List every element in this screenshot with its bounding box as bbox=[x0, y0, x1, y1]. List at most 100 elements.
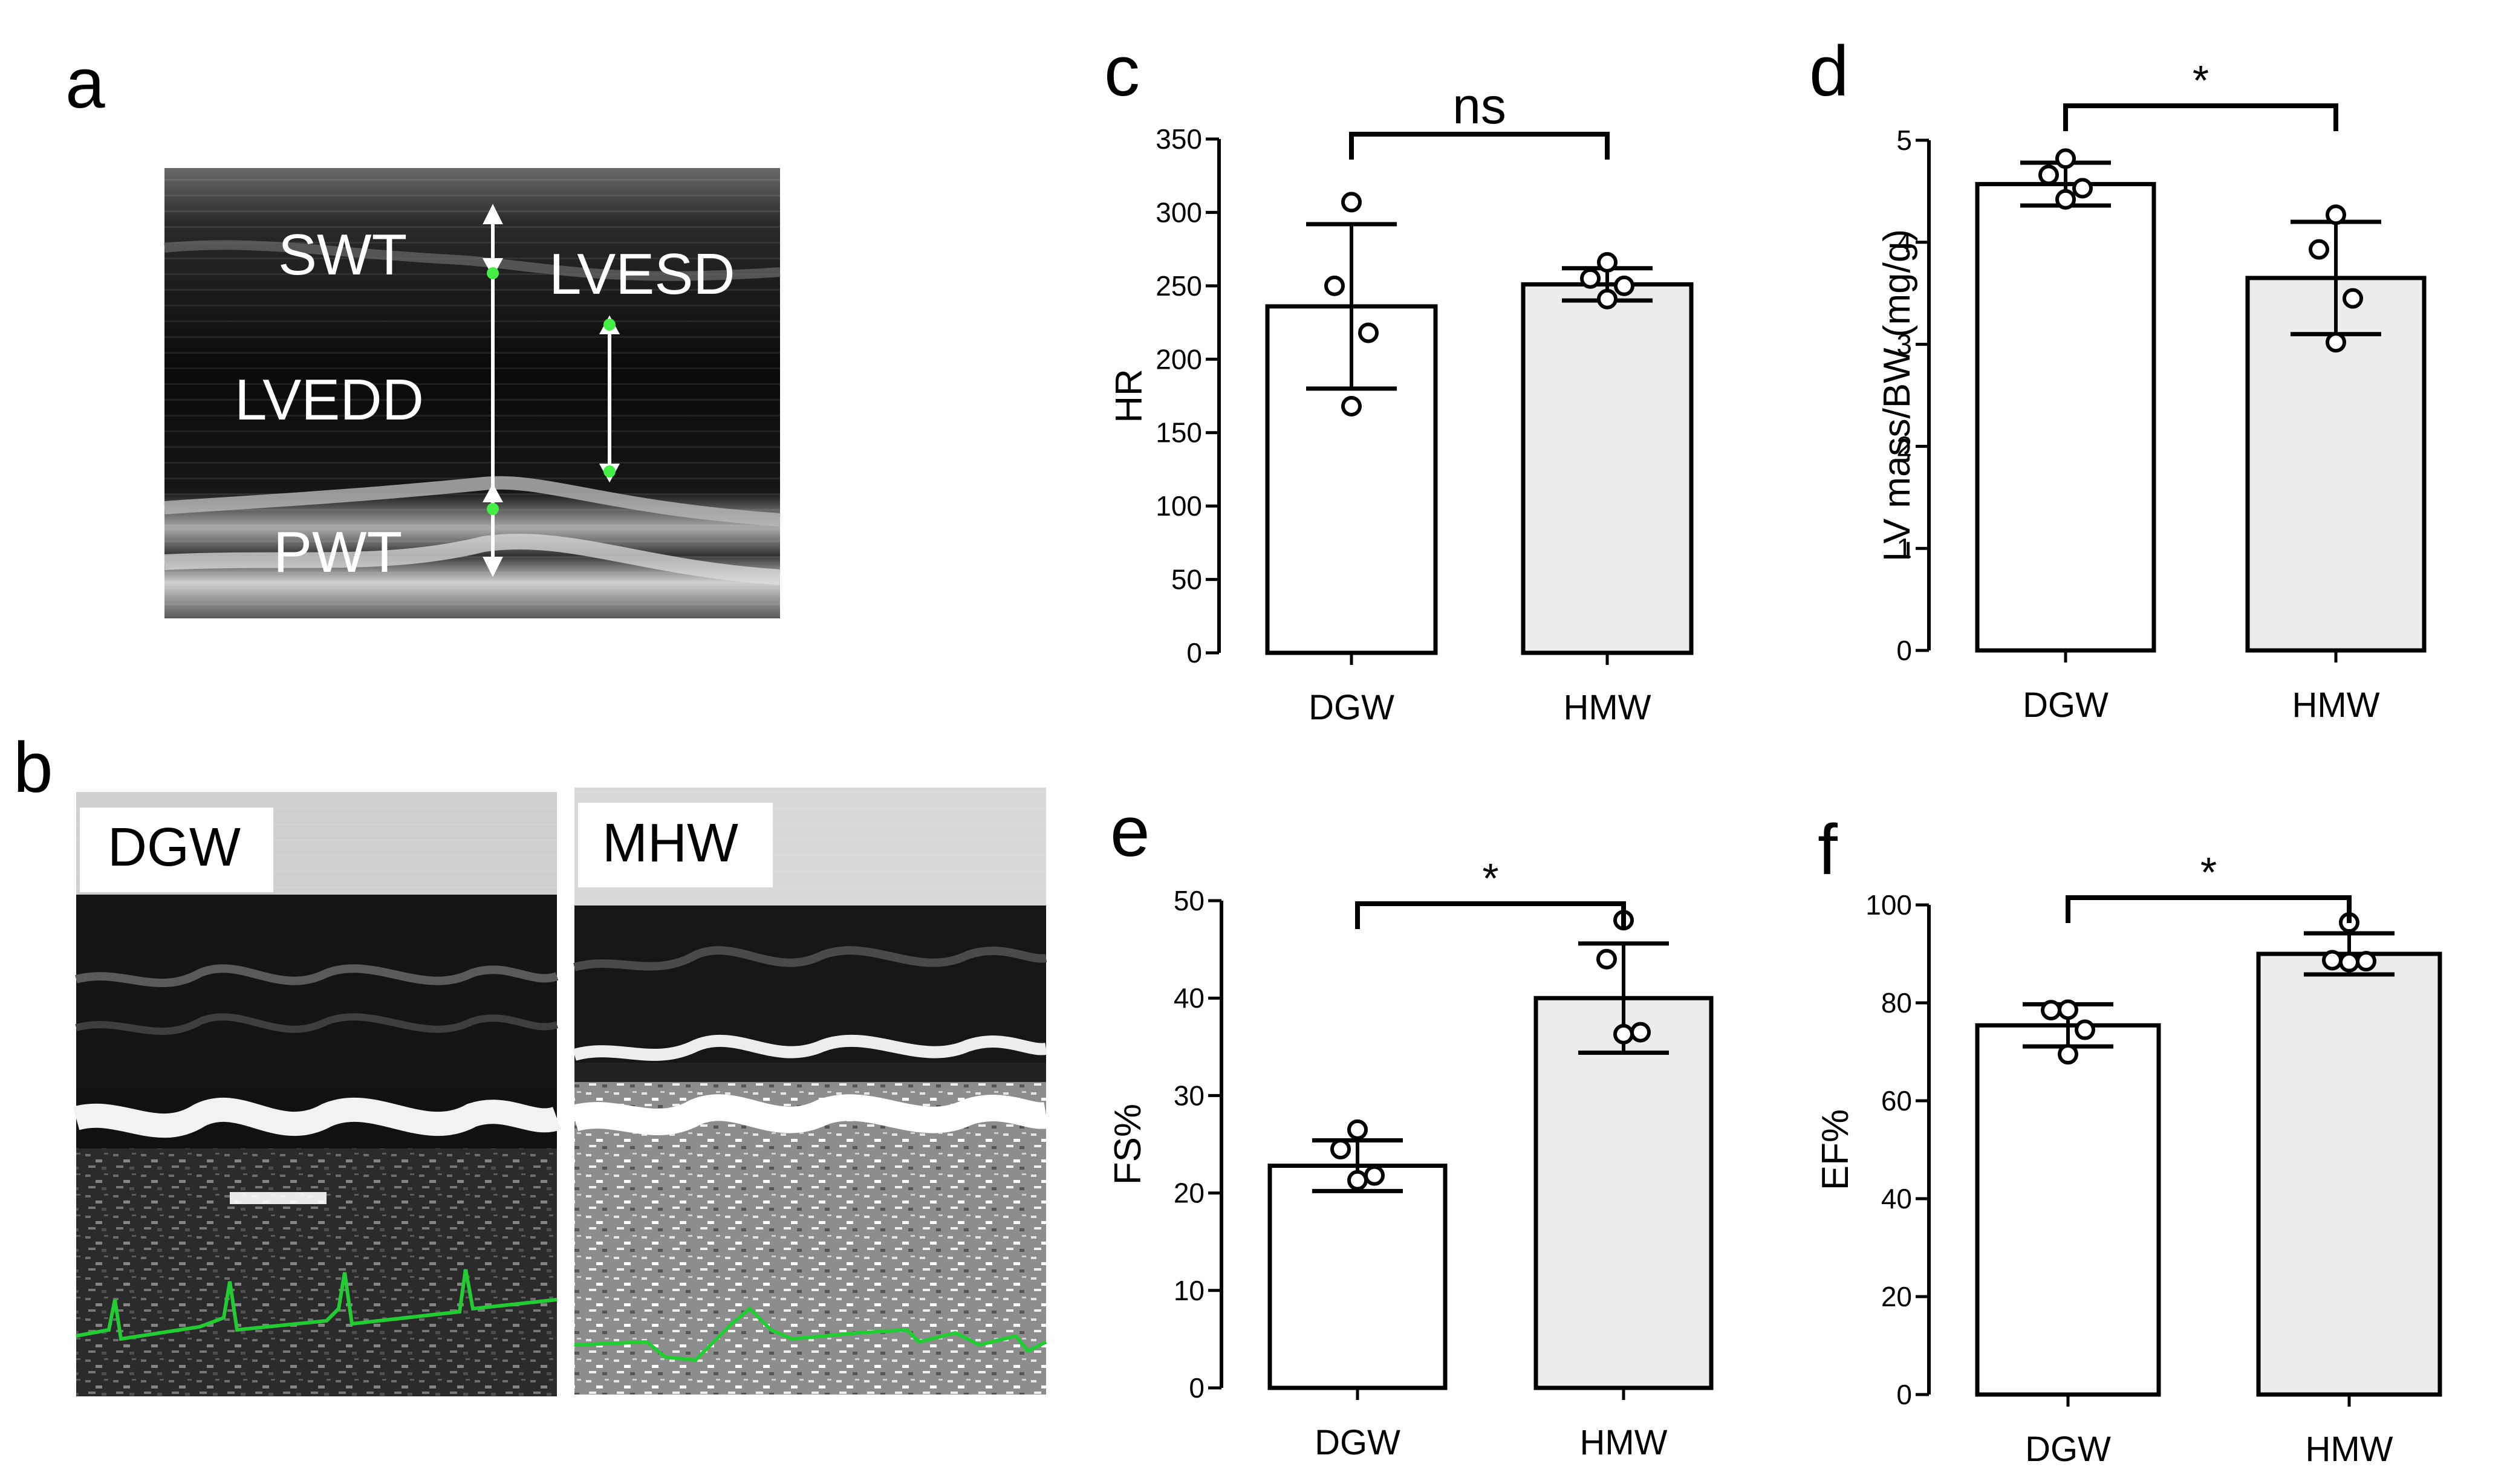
y-tick-label: 0 bbox=[1896, 1379, 1912, 1410]
data-point bbox=[2326, 204, 2346, 225]
data-point bbox=[2055, 148, 2076, 169]
significance-label: * bbox=[2193, 57, 2209, 104]
data-point bbox=[1347, 1170, 1368, 1191]
data-point bbox=[1613, 1023, 1634, 1045]
y-tick-label: 5 bbox=[1896, 125, 1912, 156]
y-tick-label: 250 bbox=[1156, 270, 1202, 302]
data-point bbox=[2322, 950, 2343, 971]
x-tick-label: HMW bbox=[2292, 685, 2380, 725]
y-tick-label: 40 bbox=[1174, 982, 1205, 1014]
label-lvedd: LVEDD bbox=[235, 368, 424, 432]
y-tick-label: 60 bbox=[1881, 1085, 1912, 1116]
y-axis-title: FS% bbox=[1107, 1104, 1149, 1185]
data-point bbox=[1596, 948, 1617, 970]
y-tick-label: 100 bbox=[1865, 889, 1912, 921]
panel-letter-b: b bbox=[13, 728, 53, 808]
x-tick-label: DGW bbox=[2023, 685, 2109, 725]
data-point bbox=[2072, 178, 2093, 199]
panel-letter-c: c bbox=[1104, 31, 1140, 111]
panel-b-left-image: DGW bbox=[73, 792, 561, 1396]
label-pwt: PWT bbox=[273, 520, 402, 585]
panel-letter-d: d bbox=[1809, 31, 1849, 111]
y-tick-label: 20 bbox=[1881, 1281, 1912, 1312]
bar-dgw bbox=[1267, 1163, 1448, 1390]
data-point bbox=[2356, 951, 2376, 972]
data-point bbox=[1358, 322, 1379, 343]
bar-hmw bbox=[1521, 282, 1694, 655]
y-tick-label: 50 bbox=[1171, 564, 1202, 595]
data-point bbox=[2058, 999, 2078, 1020]
data-point bbox=[1630, 1022, 1651, 1043]
y-tick-label: 1 bbox=[1896, 533, 1912, 564]
data-point bbox=[2055, 189, 2076, 210]
data-point bbox=[2343, 288, 2363, 309]
label-dgw-image: DGW bbox=[108, 817, 241, 878]
bar-dgw bbox=[1975, 182, 2156, 653]
data-point bbox=[1341, 396, 1362, 416]
x-tick-label: HMW bbox=[1580, 1423, 1668, 1462]
bar-hmw bbox=[2256, 951, 2442, 1397]
chart-e: e 0 10 20 30 40 50 FS% DGW HMW * bbox=[1107, 792, 1714, 1462]
panel-letter-a: a bbox=[65, 44, 105, 123]
y-tick-label: 0 bbox=[1189, 1372, 1205, 1404]
y-tick-label: 100 bbox=[1156, 490, 1202, 522]
data-point bbox=[1330, 1139, 1351, 1160]
y-tick-label: 3 bbox=[1896, 329, 1912, 360]
x-tick-label: DGW bbox=[1309, 688, 1394, 727]
bar-dgw bbox=[1975, 1023, 2161, 1397]
data-point bbox=[2309, 239, 2329, 260]
data-point bbox=[2038, 164, 2059, 186]
panel-letter-e: e bbox=[1110, 792, 1150, 872]
significance-bracket bbox=[1349, 132, 1610, 160]
data-point bbox=[2339, 951, 2359, 973]
data-point bbox=[2041, 1000, 2061, 1021]
y-tick-label: 30 bbox=[1174, 1080, 1205, 1111]
significance-bracket bbox=[2063, 103, 2338, 131]
y-tick-label: 0 bbox=[1186, 637, 1202, 669]
x-tick-label: DGW bbox=[1315, 1423, 1400, 1462]
y-tick-label: 0 bbox=[1896, 635, 1912, 666]
y-tick-label: 150 bbox=[1156, 417, 1202, 449]
data-point bbox=[2058, 1044, 2078, 1065]
y-tick-label: 10 bbox=[1174, 1275, 1205, 1306]
bar-hmw bbox=[1533, 996, 1714, 1390]
y-tick-label: 350 bbox=[1156, 123, 1202, 155]
y-axis-title: HR bbox=[1108, 369, 1150, 423]
panel-b-right-image: MHW bbox=[570, 788, 1049, 1395]
x-tick-label: HMW bbox=[2306, 1430, 2393, 1469]
data-point bbox=[1597, 288, 1618, 309]
measurement-markers bbox=[487, 267, 616, 515]
significance-bracket bbox=[1355, 901, 1626, 929]
label-mhw-image: MHW bbox=[602, 813, 738, 873]
panel-a: a SWT LVESD LVEDD PWT bbox=[65, 44, 781, 618]
chart-d: d 0 1 2 3 4 5 LV mass/BW (mg/g) DGW HMW * bbox=[1809, 31, 2427, 725]
y-tick-label: 50 bbox=[1174, 885, 1205, 916]
label-lvesd: LVESD bbox=[549, 242, 735, 306]
significance-label: * bbox=[2200, 849, 2217, 896]
data-point bbox=[2075, 1019, 2095, 1040]
significance-bracket bbox=[2066, 895, 2352, 923]
y-tick-label: 200 bbox=[1156, 343, 1202, 375]
data-point bbox=[1614, 275, 1634, 296]
y-tick-label: 80 bbox=[1881, 987, 1912, 1019]
label-swt: SWT bbox=[278, 222, 407, 287]
data-point bbox=[2326, 332, 2346, 353]
significance-label: ns bbox=[1452, 77, 1506, 134]
y-tick-label: 4 bbox=[1896, 227, 1912, 258]
x-tick-label: HMW bbox=[1564, 688, 1651, 727]
chart-c: c 0 50 100 150 200 250 300 350 HR DGW HMW ns bbox=[1104, 31, 1694, 727]
y-tick-label: 40 bbox=[1881, 1183, 1912, 1214]
data-point bbox=[1324, 275, 1345, 296]
y-tick-label: 20 bbox=[1174, 1178, 1205, 1209]
y-axis-title: LV mass/BW (mg/g) bbox=[1876, 229, 1918, 562]
data-point bbox=[1341, 192, 1362, 213]
y-axis-title: EF% bbox=[1815, 1109, 1856, 1190]
significance-label: * bbox=[1482, 855, 1498, 902]
data-point bbox=[1364, 1165, 1385, 1186]
data-point bbox=[1580, 268, 1601, 289]
data-point bbox=[1597, 252, 1618, 273]
y-tick-label: 300 bbox=[1156, 196, 1202, 228]
x-tick-label: DGW bbox=[2025, 1430, 2111, 1469]
data-point bbox=[1347, 1119, 1368, 1140]
